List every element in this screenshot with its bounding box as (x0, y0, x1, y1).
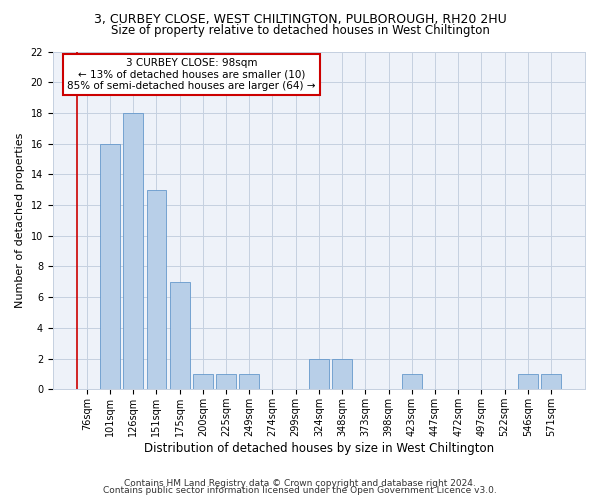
Bar (402, 374, 422, 390)
Bar (170, 282, 190, 390)
Bar (124, 113, 143, 390)
Bar (100, 144, 120, 390)
Bar (518, 374, 538, 390)
Bar (309, 358, 329, 390)
Bar (332, 358, 352, 390)
Text: 3, CURBEY CLOSE, WEST CHILTINGTON, PULBOROUGH, RH20 2HU: 3, CURBEY CLOSE, WEST CHILTINGTON, PULBO… (94, 12, 506, 26)
Bar (193, 374, 213, 390)
Text: Contains public sector information licensed under the Open Government Licence v3: Contains public sector information licen… (103, 486, 497, 495)
X-axis label: Distribution of detached houses by size in West Chiltington: Distribution of detached houses by size … (144, 442, 494, 455)
Bar (541, 374, 561, 390)
Text: Size of property relative to detached houses in West Chiltington: Size of property relative to detached ho… (110, 24, 490, 37)
Bar (146, 190, 166, 390)
Text: Contains HM Land Registry data © Crown copyright and database right 2024.: Contains HM Land Registry data © Crown c… (124, 478, 476, 488)
Y-axis label: Number of detached properties: Number of detached properties (15, 132, 25, 308)
Bar (216, 374, 236, 390)
Bar (239, 374, 259, 390)
Text: 3 CURBEY CLOSE: 98sqm
← 13% of detached houses are smaller (10)
85% of semi-deta: 3 CURBEY CLOSE: 98sqm ← 13% of detached … (67, 58, 316, 91)
